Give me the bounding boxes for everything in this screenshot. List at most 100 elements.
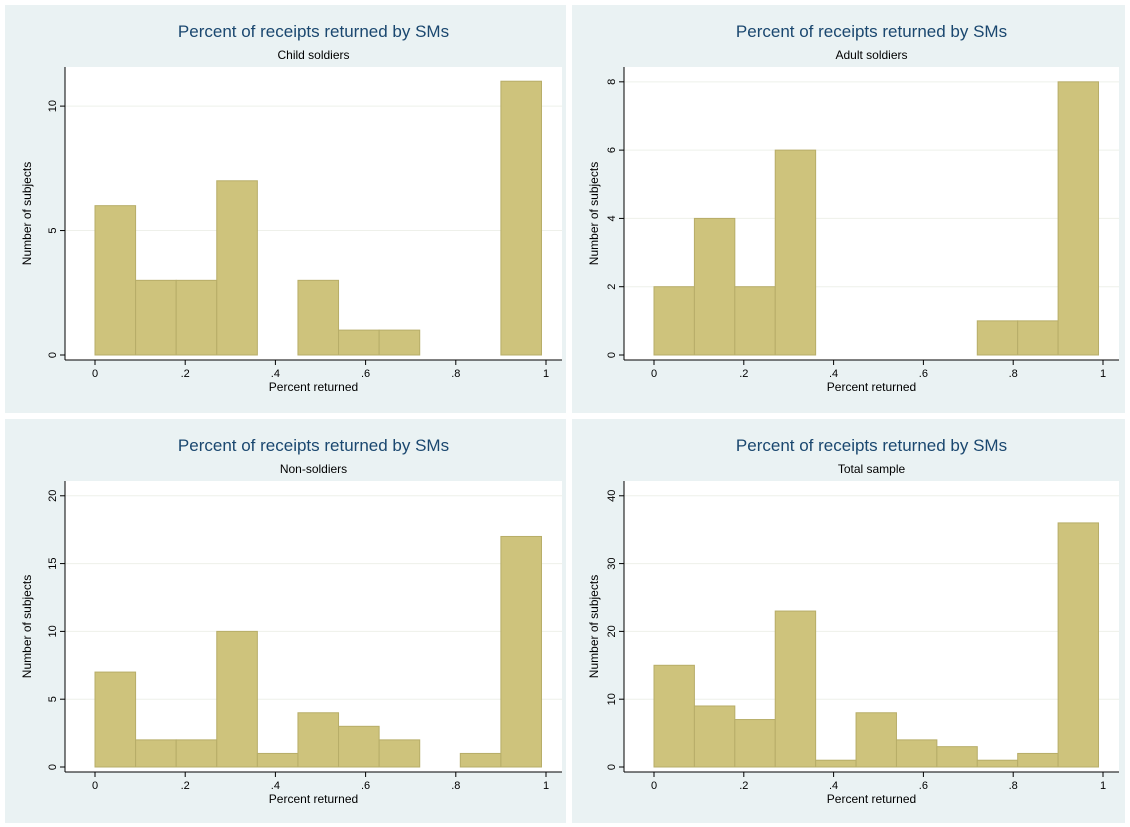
chart-subtitle: Non-soldiers [280,462,347,476]
histogram-bar [338,329,380,356]
histogram-bar [94,205,137,356]
histogram-bar [734,719,776,768]
y-tick-label: 8 [606,79,618,85]
histogram-bar [1017,752,1059,768]
y-tick-label: 0 [47,352,59,358]
histogram-bar [459,752,502,768]
histogram-bar [734,286,776,356]
histogram-chart: 0 5 10 15 20 0 .2 .4 .6 .8 1 Percent of receipts re… [20,436,562,806]
x-tick-label: .6 [919,368,928,380]
histogram-chart: 0 10 20 30 40 0 .2 .4 .6 .8 1 Percent of receipts r… [587,436,1119,806]
y-tick-label: 6 [606,147,618,153]
chart-panel-non-soldiers: 0 5 10 15 20 0 .2 .4 .6 .8 1 Percent of receipts re… [5,419,566,823]
x-tick-label: .2 [181,368,190,380]
x-tick-label: 0 [92,780,98,792]
chart-panel-child-soldiers: 0 5 10 0 .2 .4 .6 .8 1 Percent of receipts return… [5,5,566,413]
histogram-chart: 0 2 4 6 8 0 .2 .4 .6 .8 1 Percent of receipts retur… [587,22,1119,394]
histogram-bar [1017,320,1059,356]
histogram-bar [297,712,340,768]
x-tick-label: .8 [1009,368,1018,380]
x-tick-label: .4 [271,780,280,792]
y-tick-label: 0 [606,352,618,358]
histogram-bar [135,739,177,768]
histogram-bar [976,759,1019,768]
y-tick-label: 20 [606,625,618,637]
y-tick-label: 10 [606,693,618,705]
x-tick-label: .4 [829,368,838,380]
histogram-bar [936,746,978,768]
x-axis-label: Percent returned [827,792,916,806]
x-tick-label: 0 [92,368,98,380]
chart-title: Percent of receipts returned by SMs [736,22,1007,41]
y-tick-label: 5 [47,227,59,233]
chart-title: Percent of receipts returned by SMs [736,436,1007,455]
histogram-bar [1057,81,1100,356]
y-tick-label: 15 [47,557,59,569]
x-tick-label: .6 [919,780,928,792]
y-tick-label: 2 [606,284,618,290]
x-tick-label: 1 [543,780,549,792]
x-tick-label: 0 [651,780,657,792]
chart-subtitle: Total sample [838,462,906,476]
histogram-bar [653,664,695,768]
x-axis-label: Percent returned [827,380,916,394]
chart-title: Percent of receipts returned by SMs [178,22,449,41]
y-tick-label: 40 [606,490,618,502]
x-tick-label: .8 [451,368,460,380]
histogram-bar [500,535,542,768]
y-tick-label: 10 [47,625,59,637]
histogram-bar [175,279,218,356]
x-tick-label: .6 [361,368,370,380]
histogram-bar [693,705,736,768]
histogram-bar [135,279,177,356]
histogram-bar [693,217,736,356]
y-tick-label: 30 [606,557,618,569]
histogram-bar [976,320,1019,356]
x-tick-label: .2 [739,368,748,380]
histogram-bar [855,712,897,768]
y-axis-label: Number of subjects [20,162,34,265]
histogram-bar [256,752,299,768]
histogram-bar [338,725,380,768]
x-tick-label: .8 [1009,780,1018,792]
x-tick-label: .4 [271,368,280,380]
histogram-bar [653,286,695,356]
histogram-bar [216,180,258,356]
chart-title: Percent of receipts returned by SMs [178,436,449,455]
x-axis-label: Percent returned [269,792,358,806]
histogram-chart: 0 5 10 0 .2 .4 .6 .8 1 Percent of receipts return… [20,22,562,394]
y-tick-label: 0 [606,764,618,770]
chart-panel-adult-soldiers: 0 2 4 6 8 0 .2 .4 .6 .8 1 Percent of receipts retur… [572,5,1125,413]
y-axis-label: Number of subjects [20,575,34,678]
y-tick-label: 5 [47,696,59,702]
y-tick-label: 20 [47,490,59,502]
x-tick-label: 1 [1100,368,1106,380]
chart-panel-total-sample: 0 10 20 30 40 0 .2 .4 .6 .8 1 Percent of receipts r… [572,419,1125,823]
histogram-bar [297,279,340,356]
y-tick-label: 4 [606,215,618,221]
x-tick-label: 0 [651,368,657,380]
histogram-bar [378,739,421,768]
histogram-bar [378,329,421,356]
histogram-bar [94,671,137,768]
histogram-bar [1057,522,1100,768]
x-tick-label: .8 [451,780,460,792]
chart-subtitle: Adult soldiers [835,48,907,62]
x-axis-label: Percent returned [269,380,358,394]
y-tick-label: 0 [47,764,59,770]
histogram-bar [774,610,817,768]
chart-subtitle: Child soldiers [277,48,349,62]
histogram-bar [175,739,218,768]
x-tick-label: 1 [1100,780,1106,792]
y-axis-label: Number of subjects [587,162,601,265]
histogram-bar [815,759,857,768]
x-tick-label: 1 [543,368,549,380]
x-tick-label: .2 [739,780,748,792]
histogram-bar [774,149,817,356]
histogram-bar [895,739,938,768]
x-tick-label: .2 [181,780,190,792]
x-tick-label: .6 [361,780,370,792]
y-axis-label: Number of subjects [587,575,601,678]
x-tick-label: .4 [829,780,838,792]
